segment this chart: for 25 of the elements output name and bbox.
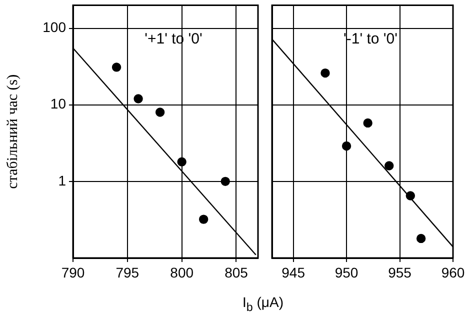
y-tick-label: 10 [50,96,66,112]
y-tick-label: 1 [58,172,66,188]
point [384,161,394,170]
x-tick-label: 795 [116,264,140,280]
point [416,234,426,244]
point [406,191,416,200]
x-tick-label: 800 [170,264,194,280]
point [134,94,143,104]
point [198,214,208,224]
point [342,141,352,151]
point [363,118,372,128]
y-axis-title: стабільний час (s) [4,74,21,189]
x-tick-label: 805 [224,264,248,280]
x-tick-label: 955 [388,264,412,280]
point [320,68,330,78]
point [177,157,186,166]
point [155,108,165,117]
y-tick-label: 100 [42,19,66,36]
x-tick-label: 950 [334,264,358,280]
x-axis-title: I$_{b}$ (μA) [242,294,284,314]
point [112,62,122,72]
x-tick-label: 945 [282,264,306,280]
point [220,176,230,186]
x-tick-label: 790 [61,264,85,280]
x-tick-label: 960 [441,264,465,280]
